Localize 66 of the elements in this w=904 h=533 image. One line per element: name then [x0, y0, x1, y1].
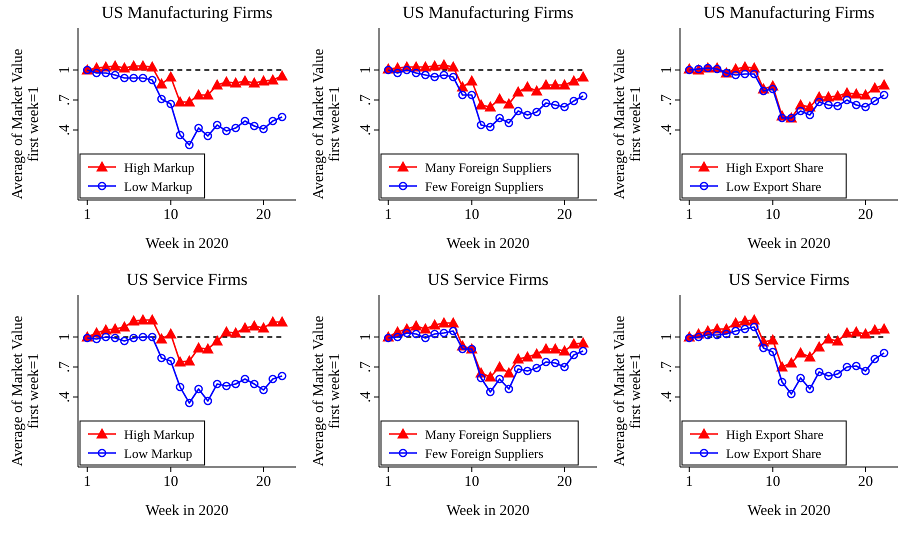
y-tick-label: .4 — [358, 124, 374, 136]
x-tick-label: 10 — [464, 207, 480, 223]
legend-label: Few Foreign Suppliers — [425, 179, 544, 194]
x-tick-label: 10 — [765, 474, 780, 490]
legend-label: Low Markup — [124, 446, 192, 461]
y-axis-title: Average of Market Value first week=1 — [311, 315, 343, 466]
x-axis-title: Week in 2020 — [446, 503, 530, 519]
legend-label: Many Foreign Suppliers — [425, 160, 552, 175]
x-axis-title: Week in 2020 — [748, 503, 830, 519]
x-axis-title: Week in 2020 — [748, 236, 830, 252]
y-tick-label: .7 — [358, 94, 374, 106]
y-tick-label: .7 — [57, 360, 73, 373]
y-axis-title: Average of Market Value first week=1 — [612, 48, 644, 200]
x-tick-label: 20 — [858, 207, 874, 223]
chart-title: US Manufacturing Firms — [704, 3, 874, 22]
x-axis-title: Week in 2020 — [146, 236, 228, 252]
y-tick-label: 1 — [358, 66, 374, 74]
y-axis-title: Average of Market Value first week=1 — [10, 315, 42, 466]
x-tick-label: 1 — [84, 207, 92, 223]
x-tick-label: 20 — [557, 474, 572, 490]
x-tick-label: 10 — [163, 474, 178, 490]
y-tick-label: 1 — [57, 66, 73, 74]
y-tick-label: .4 — [659, 124, 675, 136]
y-tick-label: .4 — [57, 124, 73, 136]
y-tick-label: 1 — [659, 66, 675, 74]
y-tick-label: 1 — [659, 333, 675, 341]
y-tick-label: 1 — [57, 333, 73, 341]
y-tick-label: .4 — [57, 390, 73, 403]
legend-label: Many Foreign Suppliers — [425, 427, 552, 442]
y-tick-label: 1 — [358, 333, 374, 341]
legend-label: High Markup — [124, 160, 194, 175]
legend-label: High Export Share — [726, 160, 824, 175]
chart-title: US Service Firms — [428, 270, 548, 289]
x-tick-label: 20 — [256, 207, 272, 223]
x-axis-title: Week in 2020 — [446, 236, 530, 252]
x-tick-label: 20 — [256, 474, 272, 490]
x-tick-label: 1 — [384, 207, 392, 223]
chart-title: US Manufacturing Firms — [102, 3, 272, 22]
legend-label: Low Markup — [124, 179, 192, 194]
legend-label: Few Foreign Suppliers — [425, 446, 544, 461]
y-axis-title: Average of Market Value first week=1 — [311, 48, 343, 200]
legend-label: Low Export Share — [726, 446, 822, 461]
chart-title: US Service Firms — [126, 270, 248, 289]
x-tick-label: 10 — [163, 207, 178, 223]
y-tick-label: .7 — [358, 360, 374, 373]
x-tick-label: 1 — [384, 474, 392, 490]
x-tick-label: 10 — [765, 207, 780, 223]
x-tick-label: 10 — [464, 474, 480, 490]
y-tick-label: .7 — [659, 94, 675, 106]
legend-label: Low Export Share — [726, 179, 822, 194]
x-tick-label: 20 — [557, 207, 572, 223]
chart-title: US Service Firms — [728, 270, 850, 289]
y-tick-label: .7 — [659, 360, 675, 373]
y-axis-title: Average of Market Value first week=1 — [10, 48, 42, 200]
y-tick-label: .7 — [57, 94, 73, 106]
x-tick-label: 1 — [84, 474, 92, 490]
chart-title: US Manufacturing Firms — [402, 3, 574, 22]
x-tick-label: 1 — [686, 207, 694, 223]
y-axis-title: Average of Market Value first week=1 — [612, 315, 644, 466]
legend-label: High Export Share — [726, 427, 824, 442]
y-tick-label: .4 — [659, 390, 675, 403]
x-axis-title: Week in 2020 — [146, 503, 228, 519]
x-tick-label: 1 — [686, 474, 694, 490]
legend-label: High Markup — [124, 427, 194, 442]
x-tick-label: 20 — [858, 474, 874, 490]
y-tick-label: .4 — [358, 390, 374, 403]
